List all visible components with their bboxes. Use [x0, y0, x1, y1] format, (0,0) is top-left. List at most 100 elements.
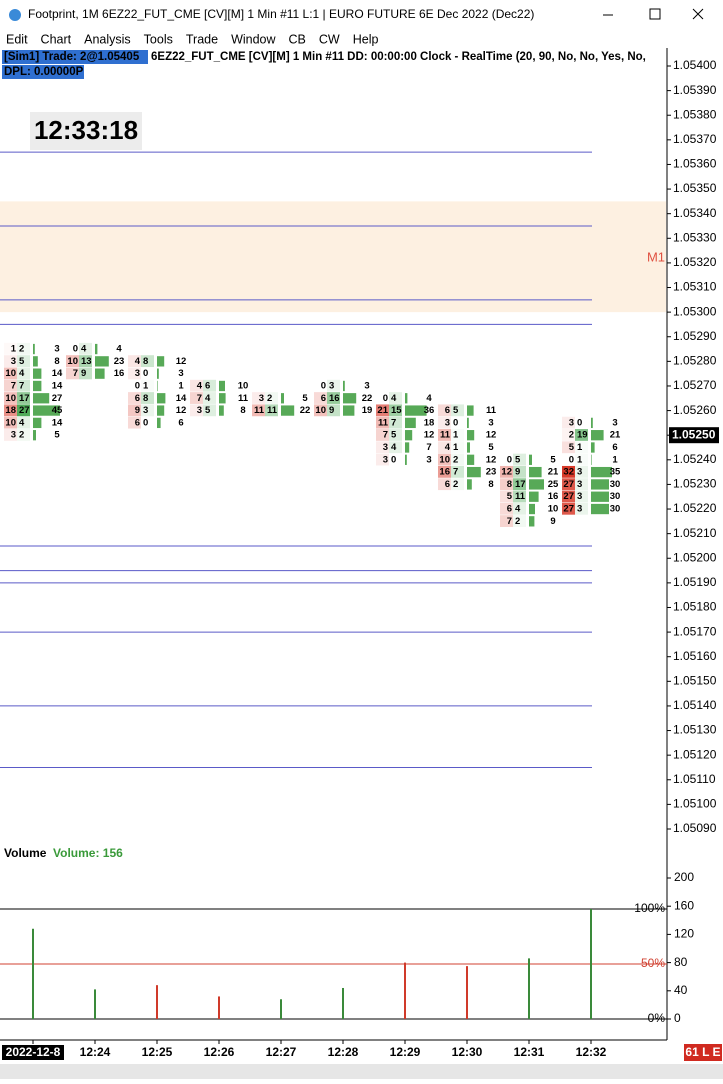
footprint-row: 11 11 22	[252, 404, 310, 417]
bid-cell	[438, 416, 451, 429]
footprint-row: 7 9 16	[66, 367, 125, 380]
total-label: 23	[486, 467, 497, 478]
close-button[interactable]	[692, 8, 704, 20]
ask-label: 5	[19, 356, 25, 367]
bid-label: 0	[135, 380, 140, 391]
footprint-row: 10 13 23	[66, 355, 124, 368]
ask-label: 11	[267, 405, 278, 416]
ask-cell	[451, 478, 464, 491]
time-label: 12:31	[514, 1045, 545, 1059]
ask-label: 3	[577, 479, 582, 490]
bid-label: 0	[383, 393, 388, 404]
maximize-button[interactable]	[649, 8, 661, 20]
profile-bar	[467, 466, 481, 478]
bid-label: 3	[383, 442, 388, 453]
total-label: 18	[424, 417, 435, 428]
ask-label: 5	[515, 454, 521, 465]
menu-item[interactable]: Edit	[6, 32, 28, 46]
ask-label: 4	[19, 368, 25, 379]
menu-item[interactable]: CB	[289, 32, 306, 46]
profile-bar	[33, 393, 50, 404]
ask-label: 4	[205, 393, 211, 404]
bid-cell	[376, 404, 389, 417]
price-tick-label: 1.05300	[673, 304, 717, 318]
ask-cell	[17, 355, 30, 368]
footprint-row: 12 9 21	[500, 465, 559, 478]
profile-bar	[467, 417, 469, 429]
status-box	[684, 1044, 722, 1061]
time-label: 2022-12-8	[6, 1045, 61, 1059]
price-tick-label: 1.05360	[673, 157, 717, 171]
price-tick-label: 1.05370	[673, 132, 717, 146]
ask-label: 5	[391, 430, 397, 441]
bid-cell	[4, 392, 17, 404]
ask-cell	[513, 478, 526, 491]
ask-label: 3	[143, 405, 148, 416]
footprint-row: 4 6 10	[190, 379, 248, 392]
profile-bar	[343, 393, 357, 404]
time-label: 12:25	[142, 1045, 173, 1059]
menu-item[interactable]: Chart	[41, 32, 72, 46]
total-label: 8	[488, 479, 493, 490]
price-tick-label: 1.05270	[673, 378, 717, 392]
total-label: 5	[550, 454, 556, 465]
menu-item[interactable]: Help	[353, 32, 379, 46]
profile-bar	[405, 430, 413, 441]
total-label: 21	[610, 430, 621, 441]
profile-bar	[343, 380, 345, 392]
volume-bar	[590, 909, 592, 1019]
profile-bar	[95, 356, 109, 367]
profile-bar	[529, 466, 542, 478]
total-label: 36	[424, 405, 435, 416]
volume-tick-label: 200	[674, 870, 694, 884]
volume-tick-label: 120	[674, 927, 694, 941]
menu-item[interactable]: Tools	[144, 32, 173, 46]
total-label: 11	[238, 393, 249, 404]
ask-label: 2	[453, 479, 458, 490]
ask-label: 3	[577, 491, 582, 502]
ask-label: 15	[391, 405, 402, 416]
total-label: 8	[240, 405, 245, 416]
menu-item[interactable]: Window	[231, 32, 276, 46]
ask-cell	[389, 392, 402, 404]
profile-bar	[405, 405, 427, 416]
total-label: 1	[612, 454, 618, 465]
menu-item[interactable]: CW	[319, 32, 340, 46]
footprint-row: 32 3 35	[562, 465, 621, 478]
profile-bar	[591, 503, 609, 515]
bid-label: 3	[11, 356, 16, 367]
bid-cell	[66, 355, 79, 368]
date-box	[2, 1045, 64, 1060]
total-label: 7	[426, 442, 431, 453]
bid-label: 6	[445, 405, 450, 416]
total-label: 14	[176, 393, 187, 404]
ask-label: 2	[515, 516, 520, 527]
menu-item[interactable]: Trade	[186, 32, 218, 46]
volume-bar	[404, 962, 406, 1019]
menu-item[interactable]: Analysis	[84, 32, 131, 46]
profile-bar	[281, 393, 284, 404]
time-label: 12:32	[576, 1045, 607, 1059]
ask-cell	[203, 404, 216, 417]
bid-label: 0	[73, 344, 78, 355]
total-label: 16	[114, 368, 125, 379]
ask-label: 9	[515, 467, 520, 478]
bid-label: 11	[254, 405, 265, 416]
footprint-row: 7 4 11	[190, 392, 249, 404]
footprint-row: 21 15 36	[376, 404, 435, 417]
bid-label: 21	[377, 405, 388, 416]
bid-cell	[314, 392, 327, 404]
price-tick-label: 1.05130	[673, 723, 717, 737]
ask-cell	[79, 342, 92, 355]
total-label: 5	[54, 430, 60, 441]
bid-label: 7	[383, 430, 388, 441]
time-label: 12:24	[80, 1045, 111, 1059]
total-label: 30	[610, 491, 621, 502]
bid-cell	[562, 490, 575, 503]
total-label: 11	[486, 405, 497, 416]
footprint-row: 10 17 27	[4, 392, 62, 404]
bid-cell	[438, 404, 451, 417]
total-label: 3	[54, 344, 59, 355]
